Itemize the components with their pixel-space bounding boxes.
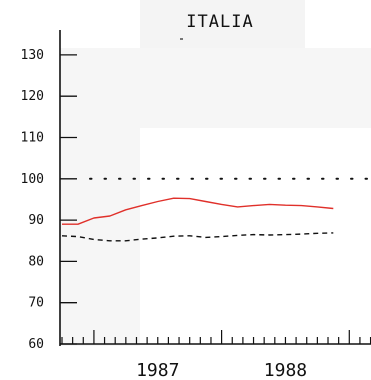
x-year-label: 1988 <box>264 360 307 380</box>
y-tick-label: 130 <box>21 48 44 63</box>
series-line-1 <box>62 197 334 225</box>
x-year-label: 1987 <box>136 360 179 380</box>
y-tick-label: 100 <box>21 172 44 187</box>
y-tick-label: 110 <box>21 131 44 146</box>
y-tick-label: 120 <box>21 89 44 104</box>
series-line-2 <box>61 232 334 242</box>
plot-panel-left <box>60 48 140 346</box>
y-tick-label: 80 <box>28 254 44 269</box>
y-tick-label: 90 <box>28 213 44 228</box>
title-panel <box>140 0 305 48</box>
x-axis: 1987 1988 <box>60 330 371 380</box>
chart-title: ITALIA <box>186 12 253 32</box>
y-tick-label: 70 <box>28 296 44 311</box>
plot-panel-top <box>140 48 371 128</box>
series-group <box>61 197 334 242</box>
y-tick-label: 60 <box>28 337 44 352</box>
